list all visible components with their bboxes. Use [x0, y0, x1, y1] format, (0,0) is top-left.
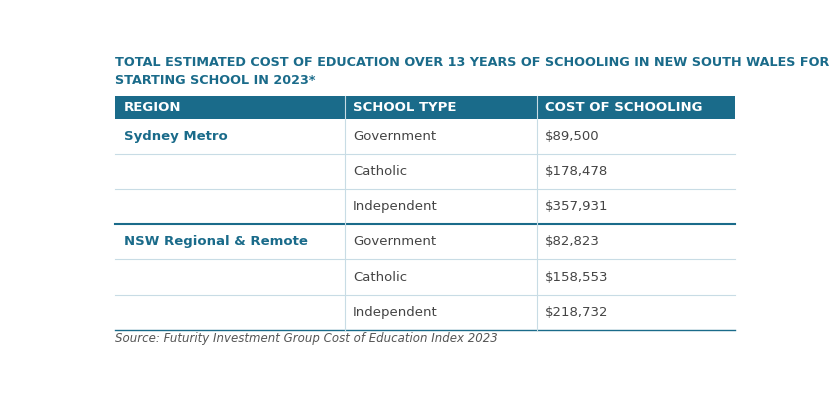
Text: Source: Futurity Investment Group Cost of Education Index 2023: Source: Futurity Investment Group Cost o… [115, 332, 498, 345]
Text: COST OF SCHOOLING: COST OF SCHOOLING [545, 101, 703, 114]
Bar [115, 154, 735, 189]
Bar [115, 96, 735, 119]
Bar [115, 189, 735, 224]
Text: $89,500: $89,500 [545, 130, 600, 143]
Text: REGION: REGION [124, 101, 181, 114]
Text: $82,823: $82,823 [545, 236, 600, 248]
Text: NSW Regional & Remote: NSW Regional & Remote [124, 236, 308, 248]
Text: $357,931: $357,931 [545, 200, 609, 213]
Bar [115, 119, 735, 154]
Text: Catholic: Catholic [353, 270, 408, 284]
Text: Government: Government [353, 236, 437, 248]
Bar [115, 260, 735, 295]
Text: Sydney Metro: Sydney Metro [124, 130, 227, 143]
Text: TOTAL ESTIMATED COST OF EDUCATION OVER 13 YEARS OF SCHOOLING IN NEW SOUTH WALES : TOTAL ESTIMATED COST OF EDUCATION OVER 1… [115, 56, 830, 69]
Text: $218,732: $218,732 [545, 306, 609, 319]
Text: $178,478: $178,478 [545, 165, 608, 178]
Bar [115, 295, 735, 330]
Text: Catholic: Catholic [353, 165, 408, 178]
Text: STARTING SCHOOL IN 2023*: STARTING SCHOOL IN 2023* [115, 74, 315, 87]
Text: $158,553: $158,553 [545, 270, 609, 284]
Text: SCHOOL TYPE: SCHOOL TYPE [353, 101, 457, 114]
Text: Independent: Independent [353, 306, 438, 319]
Text: Government: Government [353, 130, 437, 143]
Bar [115, 224, 735, 260]
Text: Independent: Independent [353, 200, 438, 213]
